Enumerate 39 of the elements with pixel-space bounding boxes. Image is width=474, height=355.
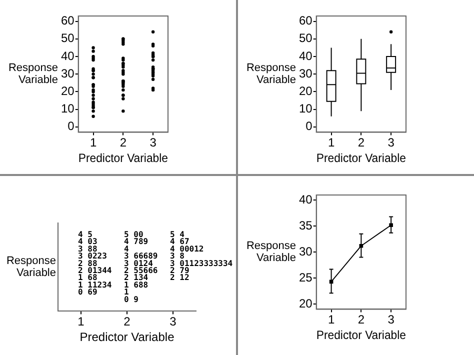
text: 4 5 4 03 3 88 3 0223 2 88 2 01344 1 68 1 11234 0 69: [78, 230, 112, 297]
y-tick-label: 50: [60, 31, 75, 46]
x-tick-label: 1: [328, 312, 335, 327]
y-tick-label: 30: [298, 244, 313, 258]
y-tick-label: 35: [298, 218, 313, 232]
x-axis-title: Predictor Variable: [316, 328, 406, 342]
y-tick-label: 20: [298, 296, 313, 310]
text: 5 00 4 789 4 3 66689 3 0124 2 55666 2 134 1 688 1 0 9: [124, 230, 158, 304]
y-tick-label: 0: [306, 119, 313, 134]
text: Predictor Variable: [80, 330, 175, 344]
y-tick-label: 25: [298, 270, 313, 284]
y-tick-label: 40: [298, 192, 313, 207]
y-tick-label: 30: [60, 66, 75, 80]
y-tick-label: 40: [60, 48, 75, 63]
y-tick-label: 10: [298, 102, 313, 116]
y-tick-label: 10: [60, 102, 75, 116]
x-tick-label: 2: [358, 312, 365, 327]
y-tick-label: 60: [60, 14, 75, 28]
y-tick-label: 40: [298, 48, 313, 63]
y-tick-label: 30: [298, 66, 313, 80]
x-tick-label: 2: [358, 136, 365, 150]
y-axis-title: Response Variable: [246, 240, 296, 264]
text: 5 4 4 67 4 00012 3 8 3 01123333334 2 79 2 12: [170, 230, 233, 282]
y-tick-label: 20: [60, 84, 75, 98]
y-axis-title: Response Variable: [246, 62, 296, 86]
x-tick-label: 3: [388, 136, 395, 150]
x-axis-title: Predictor Variable: [316, 152, 406, 166]
y-tick-label: 50: [298, 31, 313, 46]
x-tick-label: 3: [388, 312, 395, 327]
text: Response Variable: [6, 255, 56, 280]
y-tick-label: 20: [298, 84, 313, 98]
y-axis-title: Response Variable: [8, 62, 58, 86]
y-tick-label: 0: [68, 119, 75, 134]
x-tick-label: 2: [120, 136, 127, 150]
x-tick-label: 1: [328, 136, 335, 150]
y-tick-label: 60: [298, 14, 313, 28]
x-tick-label: 3: [150, 136, 157, 150]
x-tick-label: 1: [90, 136, 97, 150]
x-axis-title: Predictor Variable: [78, 152, 168, 166]
